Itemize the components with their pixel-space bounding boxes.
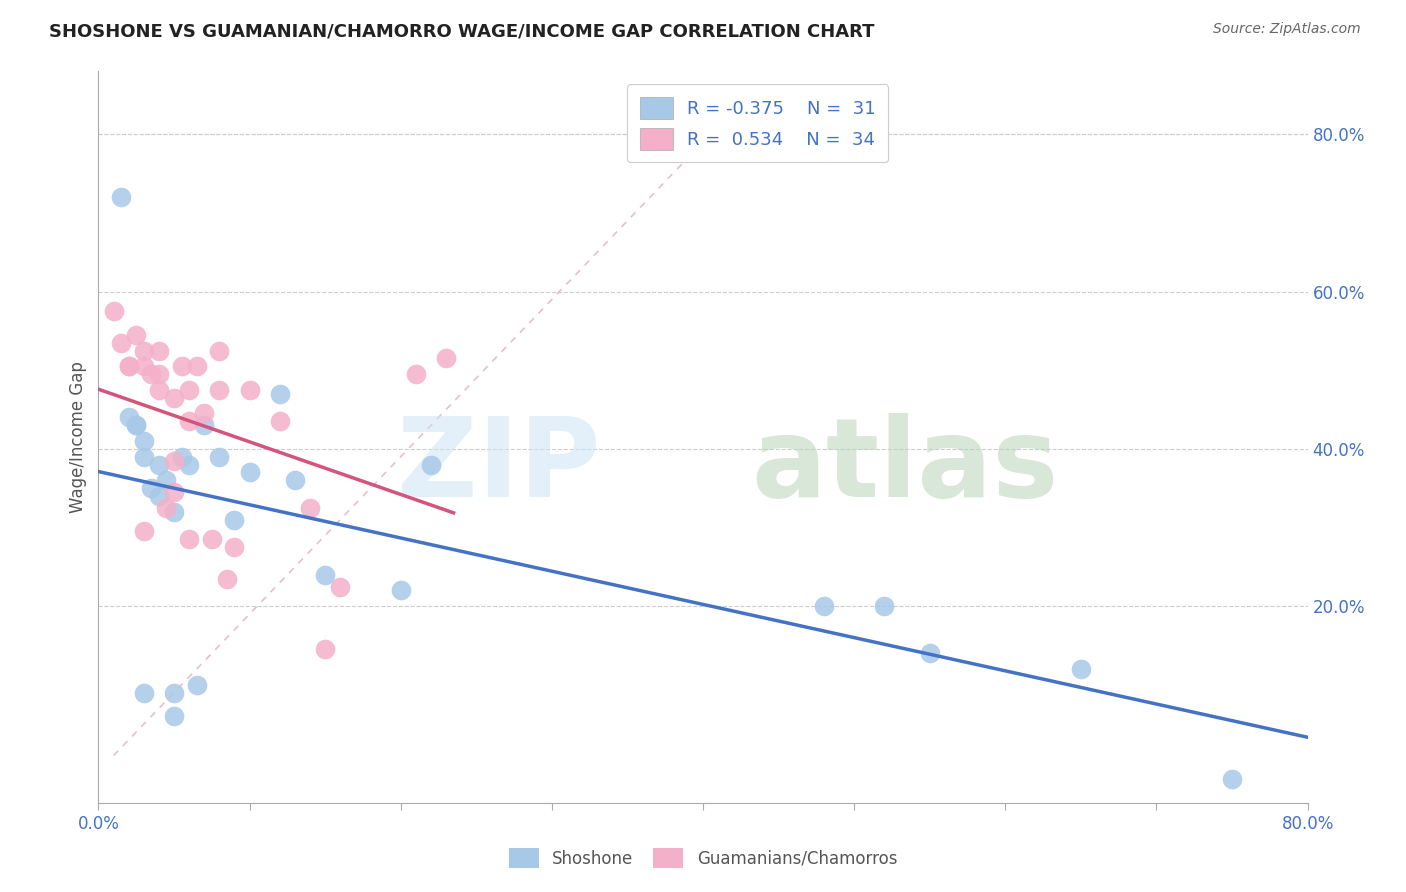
Point — [163, 686, 186, 700]
Point — [163, 391, 186, 405]
Point — [118, 359, 141, 374]
Y-axis label: Wage/Income Gap: Wage/Income Gap — [69, 361, 87, 513]
Point — [186, 359, 208, 374]
Point — [155, 500, 177, 515]
Point — [1220, 772, 1243, 787]
Text: atlas: atlas — [751, 413, 1059, 520]
Point — [163, 709, 186, 723]
Point — [284, 473, 307, 487]
Point — [1070, 662, 1092, 676]
Point — [148, 383, 170, 397]
Point — [389, 583, 412, 598]
Point — [179, 414, 201, 428]
Point — [208, 343, 231, 358]
Point — [132, 434, 155, 448]
Point — [132, 450, 155, 464]
Point — [170, 450, 193, 464]
Point — [141, 481, 163, 495]
Point — [329, 580, 352, 594]
Point — [269, 414, 291, 428]
Point — [132, 524, 155, 539]
Point — [269, 387, 291, 401]
Point — [148, 367, 170, 381]
Point — [193, 407, 215, 421]
Point — [873, 599, 896, 614]
Point — [148, 343, 170, 358]
Point — [179, 458, 201, 472]
Point — [132, 343, 155, 358]
Point — [148, 489, 170, 503]
Point — [118, 410, 141, 425]
Point — [118, 359, 141, 374]
Point — [170, 359, 193, 374]
Point — [132, 686, 155, 700]
Point — [132, 359, 155, 374]
Point — [239, 383, 262, 397]
Point — [813, 599, 835, 614]
Point — [224, 540, 246, 554]
Point — [314, 567, 336, 582]
Text: Source: ZipAtlas.com: Source: ZipAtlas.com — [1213, 22, 1361, 37]
Point — [239, 466, 262, 480]
Point — [148, 458, 170, 472]
Point — [125, 418, 148, 433]
Point — [186, 678, 208, 692]
Legend: Shoshone, Guamanians/Chamorros: Shoshone, Guamanians/Chamorros — [501, 839, 905, 877]
Point — [110, 335, 132, 350]
Point — [179, 533, 201, 547]
Point — [163, 505, 186, 519]
Point — [208, 450, 231, 464]
Point — [110, 190, 132, 204]
Point — [125, 418, 148, 433]
Point — [163, 453, 186, 467]
Point — [201, 533, 224, 547]
Point — [193, 418, 215, 433]
Legend: R = -0.375    N =  31, R =  0.534    N =  34: R = -0.375 N = 31, R = 0.534 N = 34 — [627, 84, 889, 162]
Point — [314, 642, 336, 657]
Text: ZIP: ZIP — [396, 413, 600, 520]
Point — [224, 513, 246, 527]
Text: SHOSHONE VS GUAMANIAN/CHAMORRO WAGE/INCOME GAP CORRELATION CHART: SHOSHONE VS GUAMANIAN/CHAMORRO WAGE/INCO… — [49, 22, 875, 40]
Point — [179, 383, 201, 397]
Point — [434, 351, 457, 366]
Point — [405, 367, 427, 381]
Point — [103, 304, 125, 318]
Point — [215, 572, 238, 586]
Point — [141, 367, 163, 381]
Point — [155, 473, 177, 487]
Point — [299, 500, 322, 515]
Point — [163, 485, 186, 500]
Point — [918, 646, 941, 660]
Point — [420, 458, 443, 472]
Point — [208, 383, 231, 397]
Point — [125, 327, 148, 342]
